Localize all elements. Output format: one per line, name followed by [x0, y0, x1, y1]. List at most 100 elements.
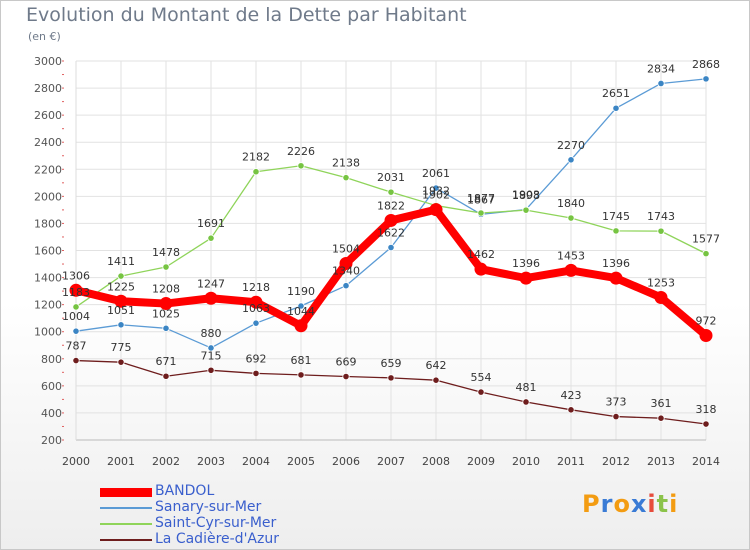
x-tick-label: 2011 — [557, 455, 585, 468]
data-label-la-cadi-re-d-azur: 787 — [66, 340, 87, 353]
data-label-la-cadi-re-d-azur: 554 — [471, 371, 492, 384]
data-label-sanary-sur-mer: 1340 — [332, 265, 360, 278]
data-point-la-cadi-re-d-azur — [72, 356, 80, 365]
data-label-sanary-sur-mer: 2834 — [647, 62, 675, 75]
x-tick-label: 2008 — [422, 455, 450, 468]
data-point-la-cadi-re-d-azur — [657, 414, 665, 422]
series-layer — [69, 75, 713, 428]
y-tick-label: 2800 — [34, 82, 62, 95]
data-point-bandol — [564, 263, 578, 277]
data-label-la-cadi-re-d-azur: 318 — [696, 403, 717, 416]
data-point-sanary-sur-mer — [342, 282, 350, 290]
data-label-sanary-sur-mer: 1063 — [242, 302, 270, 315]
x-tick-label: 2005 — [287, 455, 315, 468]
data-point-saint-cyr-sur-mer — [477, 209, 485, 217]
data-point-la-cadi-re-d-azur — [162, 372, 170, 380]
data-point-saint-cyr-sur-mer — [207, 234, 215, 242]
data-point-sanary-sur-mer — [297, 302, 305, 310]
data-label-sanary-sur-mer: 880 — [201, 327, 222, 340]
data-point-saint-cyr-sur-mer — [387, 188, 395, 196]
data-point-sanary-sur-mer — [72, 327, 80, 335]
data-label-bandol: 1396 — [602, 257, 630, 270]
data-label-sanary-sur-mer: 2868 — [692, 58, 720, 71]
data-point-sanary-sur-mer — [567, 156, 575, 164]
data-label-bandol: 1453 — [557, 249, 585, 262]
data-label-saint-cyr-sur-mer: 2226 — [287, 145, 315, 158]
data-point-la-cadi-re-d-azur — [477, 388, 485, 396]
data-point-saint-cyr-sur-mer — [72, 303, 80, 311]
legend-swatch — [100, 539, 152, 541]
x-tick-label: 2000 — [62, 455, 90, 468]
data-label-sanary-sur-mer: 1190 — [287, 285, 315, 298]
data-label-la-cadi-re-d-azur: 669 — [336, 356, 357, 369]
data-label-la-cadi-re-d-azur: 481 — [516, 381, 537, 394]
x-tick-label: 2007 — [377, 455, 405, 468]
data-label-saint-cyr-sur-mer: 1577 — [692, 233, 720, 246]
y-tick-label: 200 — [41, 434, 62, 447]
x-tick-label: 2010 — [512, 455, 540, 468]
data-point-saint-cyr-sur-mer — [567, 214, 575, 222]
data-point-bandol — [519, 271, 533, 285]
data-point-la-cadi-re-d-azur — [522, 398, 530, 406]
data-label-saint-cyr-sur-mer: 1877 — [467, 192, 495, 205]
data-label-saint-cyr-sur-mer: 1411 — [107, 255, 135, 268]
logo-letter: o — [613, 490, 631, 518]
data-point-saint-cyr-sur-mer — [342, 174, 350, 182]
data-label-bandol: 972 — [696, 315, 717, 328]
data-label-la-cadi-re-d-azur: 692 — [246, 352, 267, 365]
data-point-la-cadi-re-d-azur — [297, 371, 305, 379]
data-point-saint-cyr-sur-mer — [297, 162, 305, 170]
data-label-bandol: 1247 — [197, 277, 225, 290]
logo-letter: i — [647, 490, 657, 518]
y-tick-label: 1200 — [34, 299, 62, 312]
data-point-bandol — [159, 297, 173, 311]
data-point-saint-cyr-sur-mer — [702, 250, 710, 258]
data-point-la-cadi-re-d-azur — [387, 374, 395, 382]
y-tick-label: 1800 — [34, 217, 62, 230]
legend-label: Sanary-sur-Mer — [155, 499, 262, 515]
x-tick-label: 2003 — [197, 455, 225, 468]
x-tick-label: 2012 — [602, 455, 630, 468]
chart-title: Evolution du Montant de la Dette par Hab… — [26, 4, 467, 26]
data-label-sanary-sur-mer: 2061 — [422, 167, 450, 180]
legend-swatch — [100, 507, 152, 509]
data-point-bandol — [204, 291, 218, 305]
data-point-sanary-sur-mer — [117, 321, 125, 329]
legend-label: La Cadière-d'Azur — [155, 531, 279, 547]
y-tick-label: 2200 — [34, 163, 62, 176]
data-label-bandol: 1396 — [512, 257, 540, 270]
data-label-saint-cyr-sur-mer: 2138 — [332, 157, 360, 170]
data-point-bandol — [609, 271, 623, 285]
logo-letter: r — [600, 490, 614, 518]
y-tick-label: 1600 — [34, 245, 62, 258]
data-point-saint-cyr-sur-mer — [612, 227, 620, 235]
data-point-la-cadi-re-d-azur — [342, 372, 350, 381]
data-point-la-cadi-re-d-azur — [702, 420, 710, 428]
legend-swatch — [100, 523, 152, 525]
data-point-bandol — [384, 213, 398, 227]
data-point-la-cadi-re-d-azur — [567, 406, 575, 414]
data-label-bandol: 1462 — [467, 248, 495, 261]
data-label-saint-cyr-sur-mer: 1745 — [602, 210, 630, 223]
data-point-sanary-sur-mer — [432, 184, 440, 192]
data-point-sanary-sur-mer — [612, 104, 620, 112]
data-point-la-cadi-re-d-azur — [117, 358, 125, 366]
data-label-la-cadi-re-d-azur: 671 — [156, 355, 177, 368]
unit-label: (en €) — [28, 30, 61, 43]
y-tick-label: 2000 — [34, 190, 62, 203]
logo-letter: i — [669, 490, 679, 518]
data-label-la-cadi-re-d-azur: 642 — [426, 359, 447, 372]
data-label-bandol: 1225 — [107, 280, 135, 293]
data-point-sanary-sur-mer — [387, 243, 395, 252]
data-point-sanary-sur-mer — [702, 75, 710, 83]
y-tick-label: 800 — [41, 353, 62, 366]
data-label-sanary-sur-mer: 1867 — [467, 193, 495, 206]
data-label-sanary-sur-mer: 1051 — [107, 304, 135, 317]
data-point-la-cadi-re-d-azur — [207, 366, 215, 374]
data-label-bandol: 1208 — [152, 283, 180, 296]
data-point-saint-cyr-sur-mer — [522, 206, 530, 214]
data-label-la-cadi-re-d-azur: 775 — [111, 341, 132, 354]
data-label-sanary-sur-mer: 1004 — [62, 310, 90, 323]
